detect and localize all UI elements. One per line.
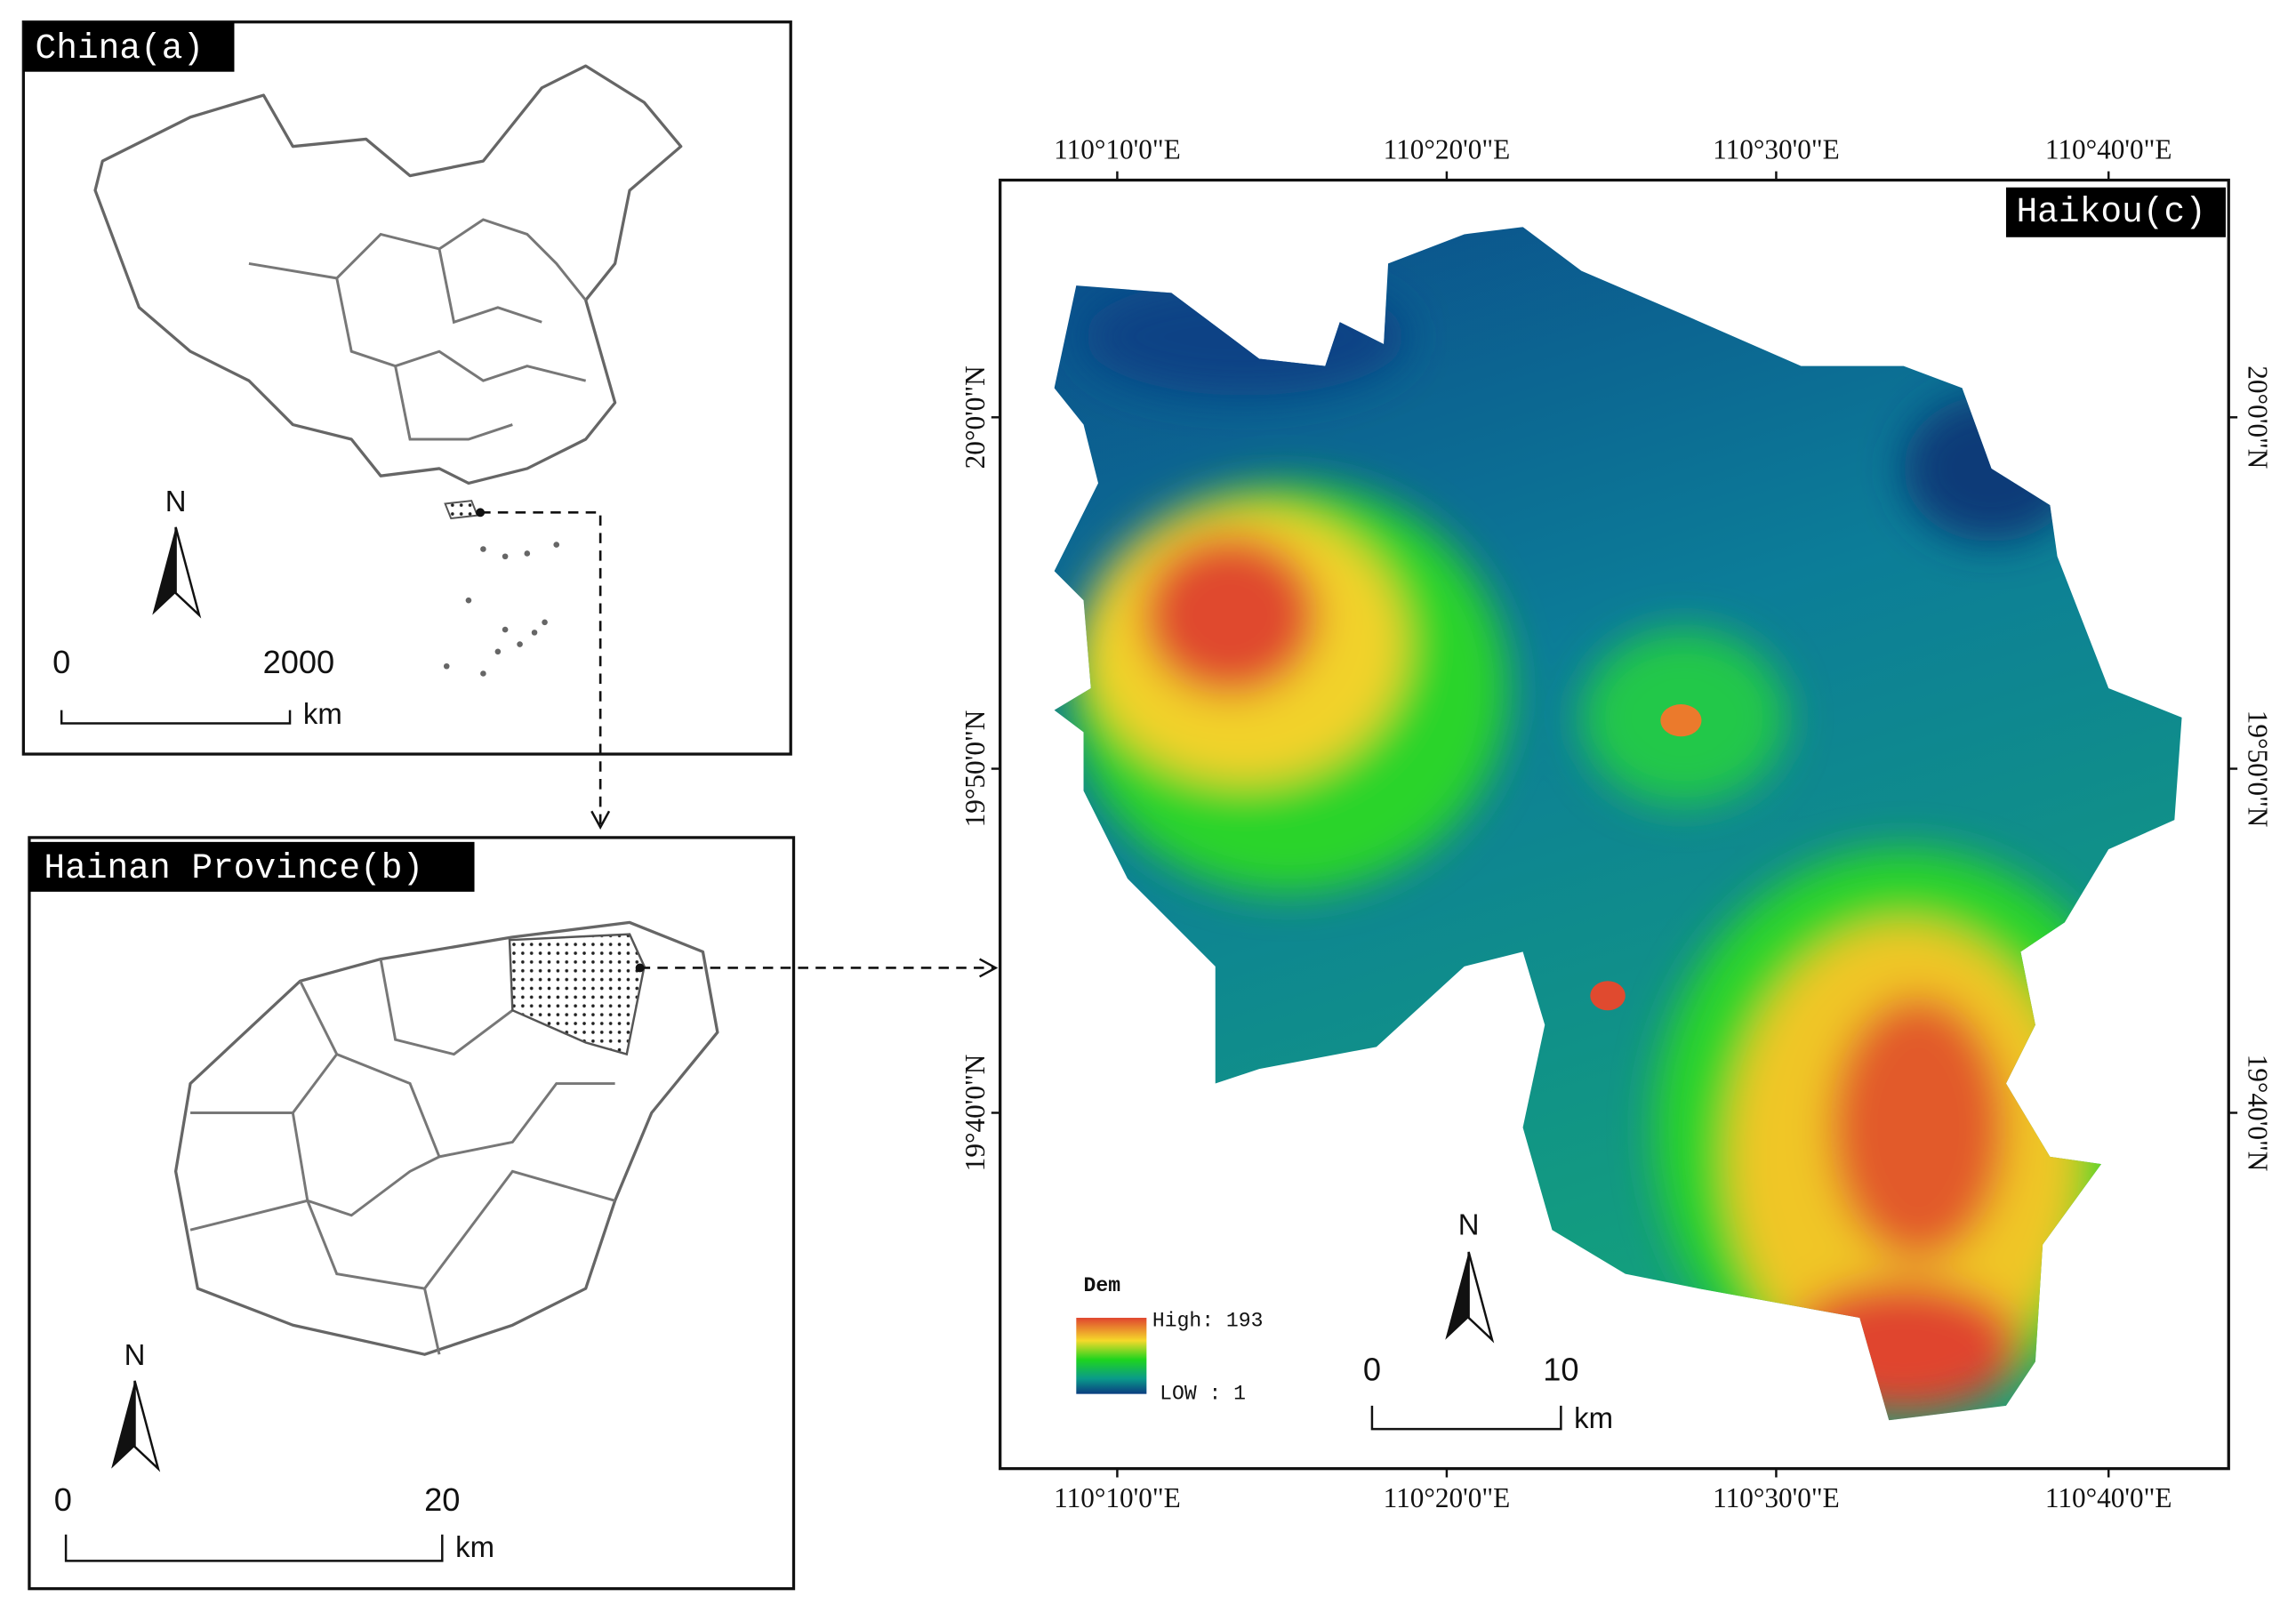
longitude-label: 110°30'0"E	[1713, 133, 1840, 165]
title-bg	[28, 841, 475, 892]
longitude-label: 110°20'0"E	[1384, 133, 1511, 165]
latitude-label: 20°0'0"N	[959, 365, 991, 469]
link-dot	[635, 963, 645, 973]
province-lines	[335, 277, 587, 382]
panel-title: Haikou(c)	[2016, 192, 2205, 232]
latitude-label: 20°0'0"N	[2243, 365, 2274, 469]
legend-ramp	[1076, 1318, 1147, 1394]
latitude-label: 19°50'0"N	[959, 710, 991, 828]
latitude-label: 19°40'0"N	[959, 1055, 991, 1172]
county-lines	[291, 1112, 440, 1217]
scale-end: 20	[424, 1481, 460, 1518]
scale-unit: km	[1574, 1401, 1613, 1434]
scale-bar	[64, 1534, 444, 1562]
north-label: N	[165, 485, 187, 518]
panel-a: China(a) N 0 2000 km	[21, 20, 792, 830]
title-bg	[2005, 187, 2226, 237]
longitude-label: 110°40'0"E	[2045, 1482, 2172, 1513]
link-dot	[476, 508, 486, 518]
scale-unit: km	[303, 697, 342, 730]
longitude-label: 110°10'0"E	[1054, 1482, 1181, 1513]
link-arrow	[480, 511, 611, 830]
scale-bar	[60, 710, 292, 725]
coordinate-labels: 110°10'0"E 110°10'0"E 110°20'0"E 110°20'0"E…	[959, 133, 2274, 1513]
longitude-label: 110°30'0"E	[1713, 1482, 1840, 1513]
scale-end: 2000	[263, 644, 335, 680]
scale-start: 0	[1363, 1352, 1381, 1388]
county-lines	[379, 959, 514, 1056]
scale-end: 10	[1543, 1352, 1578, 1388]
panel-c: Haikou(c) N 0 10 km Dem High: 193 LOW : …	[959, 133, 2274, 1513]
latitude-label: 19°40'0"N	[2243, 1055, 2274, 1172]
china-outline	[93, 64, 683, 486]
scale-start: 0	[52, 644, 70, 680]
title-bg	[23, 21, 235, 72]
legend-title: Dem	[1084, 1274, 1121, 1297]
county-lines	[423, 1288, 441, 1355]
panel-title: Hainan Province(b)	[44, 848, 423, 888]
scale-start: 0	[54, 1481, 72, 1518]
north-label: N	[124, 1338, 146, 1371]
scale-bar	[1370, 1405, 1562, 1431]
north-label: N	[1458, 1208, 1480, 1241]
province-lines	[248, 218, 587, 301]
panel-title: China(a)	[36, 28, 205, 68]
county-lines	[336, 1053, 615, 1159]
islands	[443, 542, 560, 677]
legend-low: LOW : 1	[1160, 1383, 1246, 1406]
hainan-marker	[444, 500, 479, 519]
county-lines	[190, 980, 339, 1114]
province-lines	[394, 365, 513, 441]
haikou-area	[508, 933, 646, 1056]
longitude-label: 110°40'0"E	[2045, 133, 2172, 165]
province-lines	[438, 248, 542, 325]
panel-b: Hainan Province(b) N 0 20 km	[28, 836, 999, 1591]
legend-high: High: 193	[1152, 1309, 1263, 1332]
latitude-label: 19°50'0"N	[2243, 710, 2274, 828]
scale-unit: km	[455, 1530, 494, 1563]
longitude-label: 110°10'0"E	[1054, 133, 1181, 165]
longitude-label: 110°20'0"E	[1384, 1482, 1511, 1513]
